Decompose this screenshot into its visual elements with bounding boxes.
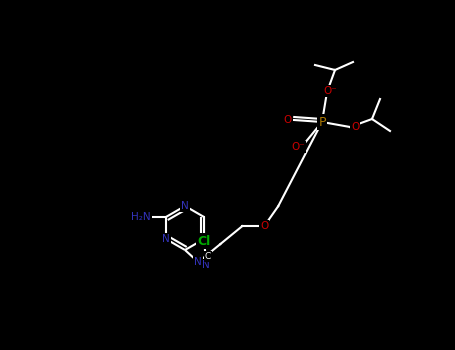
Text: N: N (202, 260, 210, 270)
Text: P: P (318, 116, 326, 128)
Text: N: N (181, 201, 189, 211)
Text: N: N (162, 234, 170, 244)
Text: O: O (284, 115, 292, 125)
Text: O⁻: O⁻ (291, 142, 305, 152)
Text: C: C (205, 252, 211, 261)
Text: O: O (260, 221, 268, 231)
Text: H₂N: H₂N (131, 212, 151, 222)
Text: O⁻: O⁻ (323, 86, 337, 96)
Text: Cl: Cl (197, 235, 211, 248)
Text: O: O (351, 122, 359, 132)
Text: N: N (194, 257, 202, 267)
